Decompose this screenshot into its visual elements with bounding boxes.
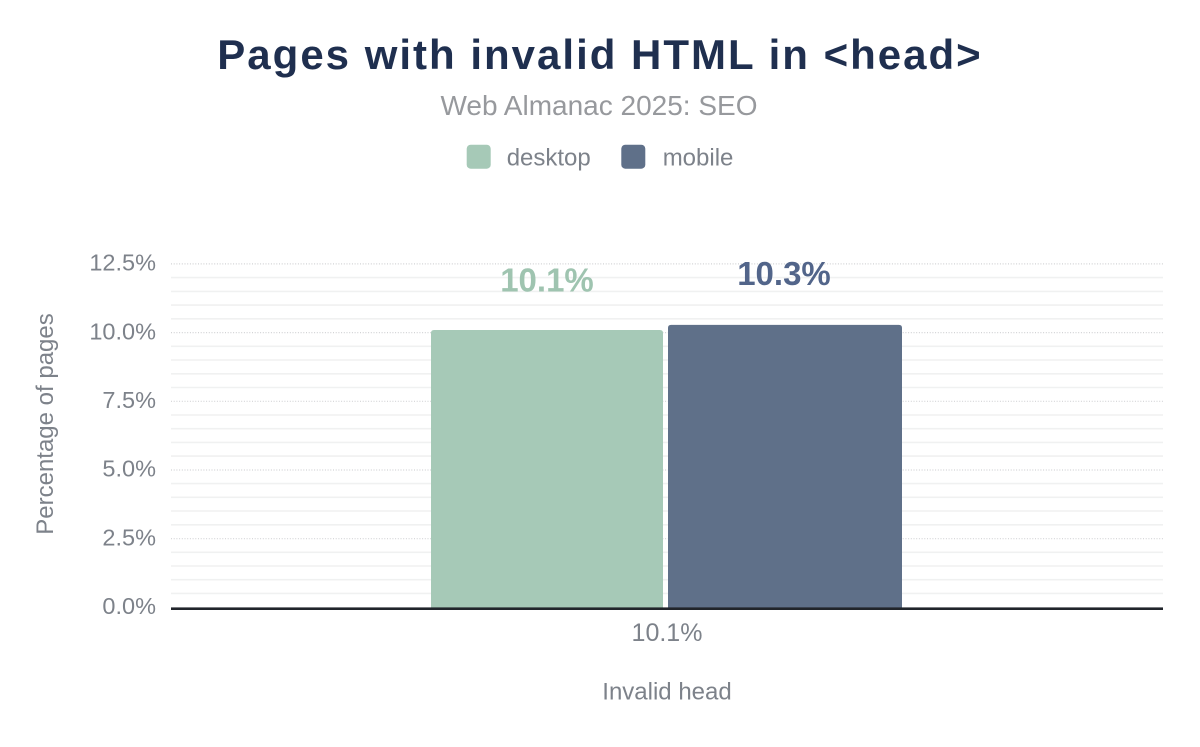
svg-text:mobile: mobile [663, 144, 734, 171]
svg-text:2.5%: 2.5% [102, 524, 156, 550]
svg-text:12.5%: 12.5% [89, 250, 156, 276]
svg-text:0.0%: 0.0% [102, 593, 156, 619]
svg-text:10.1%: 10.1% [500, 262, 594, 299]
svg-text:Invalid head: Invalid head [602, 678, 731, 705]
svg-text:desktop: desktop [507, 144, 591, 171]
svg-text:Pages with invalid HTML in <he: Pages with invalid HTML in <head> [217, 31, 982, 78]
svg-text:7.5%: 7.5% [102, 387, 156, 413]
svg-text:5.0%: 5.0% [102, 456, 156, 482]
svg-text:Web Almanac 2025: SEO: Web Almanac 2025: SEO [441, 90, 758, 121]
svg-text:Percentage of pages: Percentage of pages [32, 313, 59, 535]
svg-text:10.1%: 10.1% [632, 619, 703, 647]
svg-text:10.3%: 10.3% [737, 255, 831, 292]
svg-text:10.0%: 10.0% [89, 318, 156, 344]
